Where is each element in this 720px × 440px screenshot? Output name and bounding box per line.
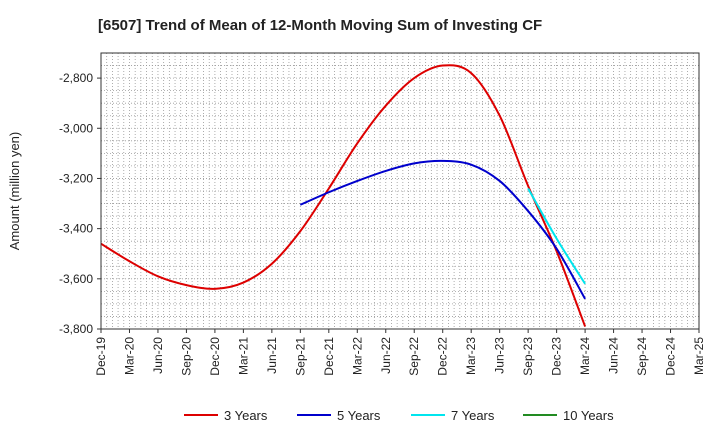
x-tick-label: Mar-22 [350,337,364,375]
x-tick-label: Dec-22 [436,337,450,376]
y-tick-label: -3,400 [59,222,93,236]
legend-label-5-years: 5 Years [337,408,381,423]
x-tick-label: Dec-24 [664,337,678,376]
series-line-3-years [100,64,587,327]
x-tick-label: Dec-23 [550,337,564,376]
x-tick-label: Sep-20 [179,337,193,376]
x-tick-label: Dec-19 [94,337,108,376]
x-tick-label: Dec-20 [208,337,222,376]
chart-title: [6507] Trend of Mean of 12-Month Moving … [98,17,542,34]
legend-label-7-years: 7 Years [451,408,495,423]
x-tick-label: Mar-23 [464,337,478,375]
x-axis-ticks: Dec-19 Mar-20 Jun-20 Sep-20 Dec-20 Mar-21 Jun-… [94,329,706,376]
grid-layer [101,53,699,329]
y-tick-label: -3,200 [59,171,93,185]
x-tick-label: Dec-21 [322,337,336,376]
x-tick-label: Mar-21 [236,337,250,375]
x-tick-label: Mar-24 [578,337,592,375]
series-line-5-years [299,159,586,300]
x-tick-label: Sep-23 [521,337,535,376]
y-tick-label: -3,800 [59,322,93,336]
y-axis-ticks: -2,800 -3,000 -3,200 -3,400 -3,600 -3,800 [59,71,101,336]
y-axis-label: Amount (million yen) [7,132,22,251]
x-tick-label: Jun-21 [265,337,279,374]
x-tick-label: Sep-21 [293,337,307,376]
x-tick-label: Mar-20 [122,337,136,375]
plot-frame [100,52,700,330]
x-tick-label: Jun-22 [379,337,393,374]
x-tick-label: Jun-23 [493,337,507,374]
x-tick-label: Jun-24 [607,337,621,374]
series-layer [100,64,587,327]
y-tick-label: -2,800 [59,71,93,85]
legend-label-10-years: 10 Years [563,408,614,423]
series-line-7-years [527,187,586,285]
legend: 3 Years 5 Years 7 Years 10 Years [184,408,614,423]
y-tick-label: -3,000 [59,121,93,135]
x-tick-label: Mar-25 [692,337,706,375]
y-tick-label: -3,600 [59,272,93,286]
legend-label-3-years: 3 Years [224,408,268,423]
x-tick-label: Sep-24 [635,337,649,376]
x-tick-label: Sep-22 [407,337,421,376]
x-tick-label: Jun-20 [151,337,165,374]
